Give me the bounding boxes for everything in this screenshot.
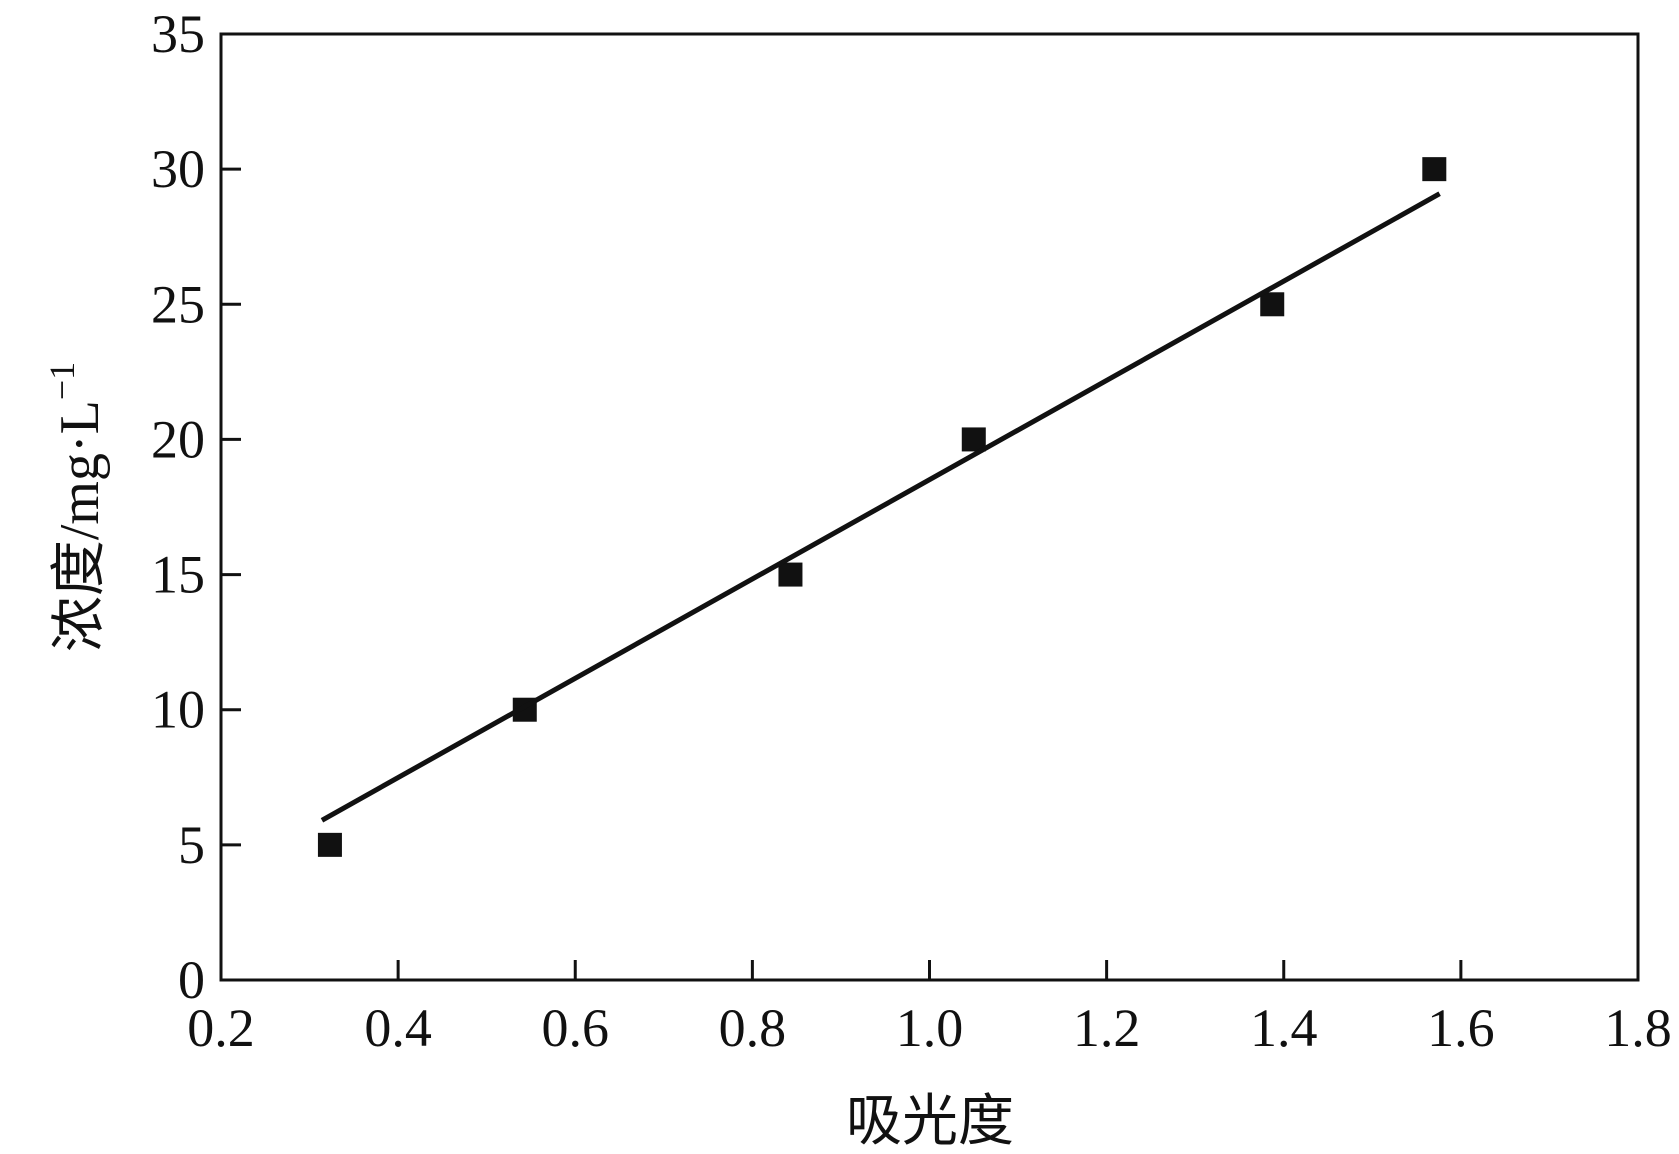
x-tick-label: 1.8 [1604, 998, 1672, 1058]
y-axis-label-sup: −1 [42, 362, 82, 400]
marker [1422, 157, 1447, 182]
x-tick-label: 1.6 [1427, 998, 1495, 1058]
y-tick-label: 30 [151, 139, 205, 199]
x-tick-label: 0.6 [542, 998, 610, 1058]
y-tick-label: 35 [151, 4, 205, 64]
x-tick-label: 0.2 [187, 998, 255, 1058]
y-axis-label-text: 浓度/mg·L [49, 400, 111, 652]
marker [317, 832, 342, 857]
marker [778, 562, 803, 587]
x-tick-label: 1.2 [1073, 998, 1141, 1058]
x-tick-label: 1.4 [1250, 998, 1318, 1058]
marker [961, 427, 986, 452]
fit-line [320, 191, 1441, 823]
y-tick-label: 5 [178, 815, 205, 875]
y-tick-label: 25 [151, 274, 205, 334]
x-tick-label: 1.0 [896, 998, 964, 1058]
y-axis-label: 浓度/mg·L−1 [42, 362, 111, 652]
marker [1260, 292, 1285, 317]
y-tick-label: 20 [151, 409, 205, 469]
x-tick-label: 0.8 [719, 998, 787, 1058]
x-axis-label: 吸光度 [846, 1091, 1014, 1153]
y-tick-label: 15 [151, 545, 205, 605]
y-tick-label: 0 [178, 950, 205, 1010]
y-tick-label: 10 [151, 680, 205, 740]
x-tick-label: 0.4 [364, 998, 432, 1058]
